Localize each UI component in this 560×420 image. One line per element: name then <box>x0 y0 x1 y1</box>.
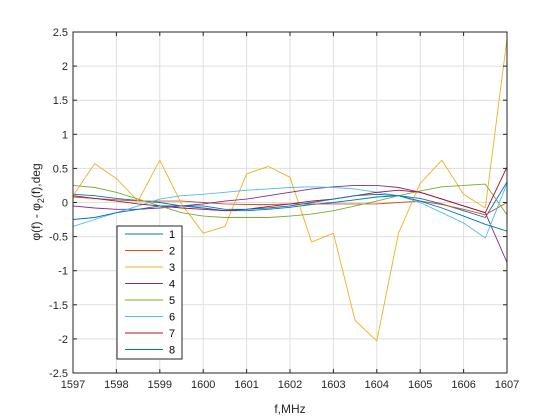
x-tick-label: 1602 <box>278 379 302 391</box>
y-tick-label: -0.5 <box>49 232 68 244</box>
legend-label-2: 2 <box>169 246 175 258</box>
y-tick-labels: -2.5 -2 -1.5 -1 -0.5 0 0.5 1 1.5 2 2.5 <box>49 27 68 380</box>
y-axis-label: φ(f) - φ2(f),deg <box>29 163 46 240</box>
x-tick-label: 1605 <box>408 379 432 391</box>
y-axis-label-main: φ(f) - φ <box>29 203 43 241</box>
x-tick-label: 1607 <box>495 379 519 391</box>
y-tick-label: 2 <box>62 61 68 73</box>
legend-label-5: 5 <box>169 295 175 307</box>
legend-label-7: 7 <box>169 328 175 340</box>
x-tick-label: 1601 <box>234 379 258 391</box>
legend-box <box>116 225 183 360</box>
series-line-3 <box>72 38 508 342</box>
x-tick-label: 1603 <box>321 379 345 391</box>
y-tick-label: -2 <box>58 334 68 346</box>
x-tick-label: 1599 <box>148 379 172 391</box>
x-tick-label: 1598 <box>104 379 128 391</box>
y-tick-label: -1 <box>58 266 68 278</box>
series-line-7 <box>72 166 508 214</box>
x-axis-label: f,MHz <box>274 402 305 416</box>
y-tick-label: 0 <box>62 198 68 210</box>
y-tick-label: -1.5 <box>49 300 68 312</box>
y-tick-label: 0.5 <box>53 163 68 175</box>
series-line-8 <box>72 193 508 232</box>
legend-label-4: 4 <box>169 279 175 291</box>
legend-label-6: 6 <box>169 312 175 324</box>
series-line-6 <box>72 183 508 239</box>
x-tick-label: 1604 <box>365 379 389 391</box>
x-tick-label: 1597 <box>61 379 85 391</box>
legend-label-3: 3 <box>169 262 175 274</box>
axis-ticks <box>72 31 508 374</box>
x-tick-label: 1606 <box>451 379 475 391</box>
y-axis-label-subscript: 2 <box>36 198 46 203</box>
y-tick-label: 1 <box>62 129 68 141</box>
y-tick-label: -2.5 <box>49 368 68 380</box>
legend-label-8: 8 <box>169 345 175 357</box>
x-tick-label: 1600 <box>191 379 215 391</box>
legend-label-1: 1 <box>169 229 175 241</box>
legend: 1 2 3 4 5 6 7 8 <box>116 225 183 360</box>
x-tick-labels: 1597 1598 1599 1600 1601 1602 1603 1604 1605 1606… <box>61 379 519 391</box>
y-tick-label: 2.5 <box>53 27 68 39</box>
series-lines <box>72 38 508 342</box>
y-axis-label-suffix: (f),deg <box>29 163 43 198</box>
series-line-5 <box>72 183 508 218</box>
y-tick-label: 1.5 <box>53 95 68 107</box>
